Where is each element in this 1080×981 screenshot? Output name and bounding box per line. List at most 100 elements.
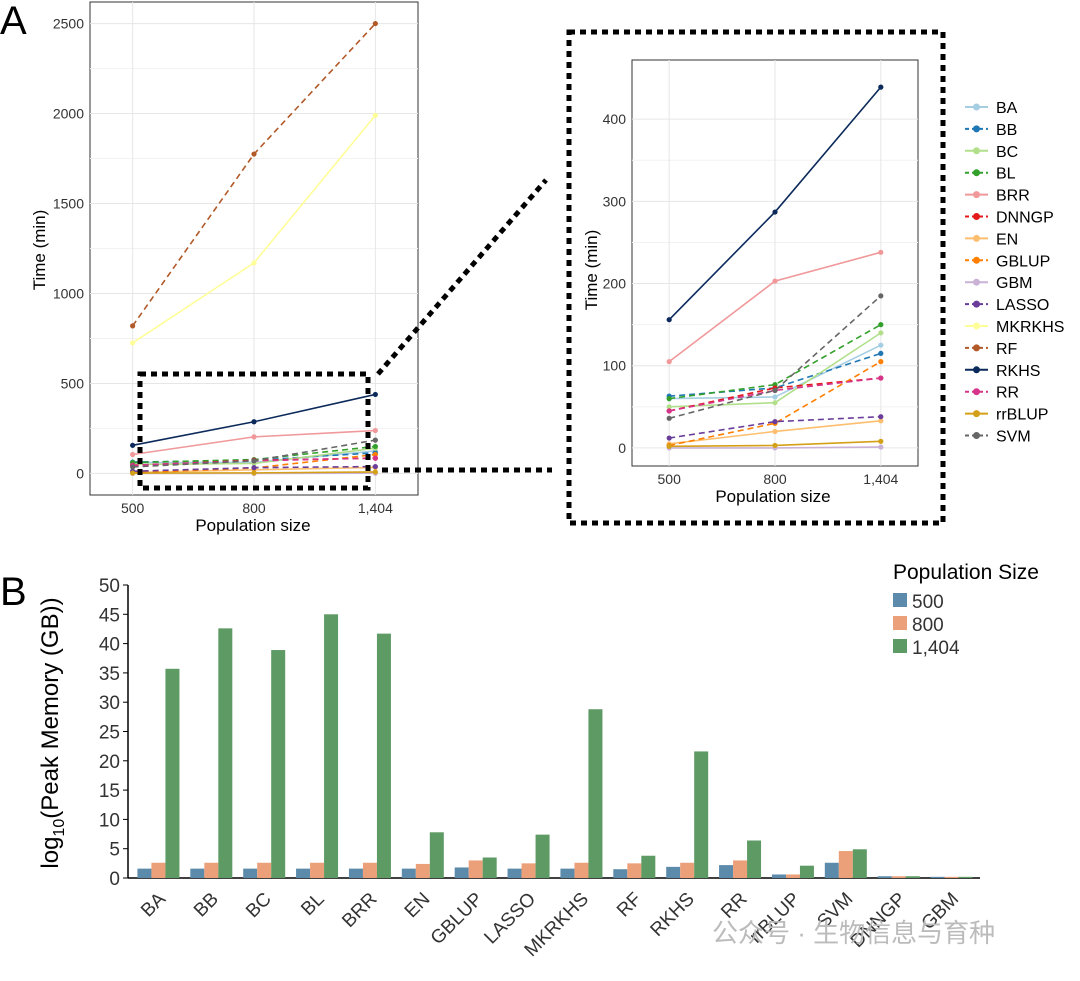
b-bar-dnngp-800 bbox=[892, 876, 906, 878]
legend-a-label-bb: BB bbox=[996, 122, 1017, 139]
legend-b-key-800 bbox=[893, 616, 907, 630]
legend-a-dot-gbm bbox=[973, 279, 980, 286]
a1-point-rkhs bbox=[251, 419, 256, 424]
legend-a-dot-bb bbox=[973, 125, 980, 132]
a2-point-rrblup bbox=[772, 443, 777, 448]
legend-a-label-dnngp: DNNGP bbox=[996, 210, 1054, 227]
a2-point-bl bbox=[667, 396, 672, 401]
b-ytick: 25 bbox=[99, 723, 120, 744]
b-bar-rkhs-1404 bbox=[694, 751, 708, 878]
a2-ytick: 300 bbox=[603, 193, 627, 209]
a1-point-lasso bbox=[373, 464, 378, 469]
b-bar-rf-1404 bbox=[641, 856, 655, 878]
a1-point-svm bbox=[251, 458, 256, 463]
a2-ytick: 400 bbox=[603, 111, 627, 127]
legend-b-label-500: 500 bbox=[912, 592, 944, 613]
b-xtick: EN bbox=[401, 889, 435, 923]
b-bar-lasso-500 bbox=[508, 869, 522, 878]
a1-ytick: 0 bbox=[76, 465, 84, 481]
b-ytick: 5 bbox=[109, 840, 120, 861]
b-bar-gbm-500 bbox=[931, 877, 945, 878]
b-ytick: 30 bbox=[99, 693, 120, 714]
b-bar-dnngp-500 bbox=[878, 876, 892, 878]
b-bar-mkrkhs-500 bbox=[560, 869, 574, 878]
a1-xtick: 1,404 bbox=[358, 500, 393, 516]
b-bar-bc-800 bbox=[257, 863, 271, 878]
b-bar-bc-1404 bbox=[271, 650, 285, 878]
a1-point-mkrkhs bbox=[373, 113, 378, 118]
b-ylabel-main: log bbox=[37, 837, 64, 869]
legend-a-label-ba: BA bbox=[996, 100, 1018, 117]
legend-a-label-en: EN bbox=[996, 231, 1018, 248]
b-bar-lasso-1404 bbox=[536, 835, 550, 878]
legend-a-dot-rrblup bbox=[973, 410, 980, 417]
a2-point-rrblup bbox=[878, 439, 883, 444]
b-ytick: 20 bbox=[99, 752, 120, 773]
panel-letter-a: A bbox=[0, 0, 27, 43]
legend-a-label-bc: BC bbox=[996, 144, 1018, 161]
b-bar-rrblup-500 bbox=[772, 874, 786, 878]
legend-a-label-rr: RR bbox=[996, 385, 1019, 402]
legend-b-title: Population Size bbox=[893, 561, 1039, 584]
a2-ylabel: Time (min) bbox=[582, 230, 601, 311]
b-bar-ba-1404 bbox=[165, 669, 179, 878]
legend-a-label-rf: RF bbox=[996, 341, 1018, 358]
legend-a-label-lasso: LASSO bbox=[996, 297, 1049, 314]
b-bar-rf-500 bbox=[613, 869, 627, 878]
legend-a-label-gbm: GBM bbox=[996, 275, 1032, 292]
b-bar-bb-1404 bbox=[218, 628, 232, 878]
a1-point-rrblup bbox=[373, 469, 378, 474]
a1-point-rkhs bbox=[373, 392, 378, 397]
a2-point-rkhs bbox=[772, 209, 777, 214]
a1-point-rf bbox=[373, 21, 378, 26]
a2-point-ba bbox=[878, 343, 883, 348]
a2-ytick: 200 bbox=[603, 276, 627, 292]
b-bar-rr-800 bbox=[733, 860, 747, 878]
b-bar-rkhs-800 bbox=[680, 863, 694, 878]
b-bar-gblup-500 bbox=[455, 867, 469, 878]
b-ytick: 40 bbox=[99, 635, 120, 656]
a1-ylabel: Time (min) bbox=[30, 210, 49, 291]
legend-a-label-brr: BRR bbox=[996, 188, 1030, 205]
b-xtick: BC bbox=[242, 889, 276, 923]
b-bar-brr-1404 bbox=[377, 634, 391, 878]
b-bar-gblup-1404 bbox=[483, 857, 497, 878]
legend-a-label-bl: BL bbox=[996, 166, 1016, 183]
a2-xtick: 500 bbox=[658, 471, 682, 487]
b-ytick: 35 bbox=[99, 664, 120, 685]
legend-a-dot-en bbox=[973, 235, 980, 242]
a2-xtick: 800 bbox=[763, 471, 787, 487]
b-bar-bb-500 bbox=[190, 869, 204, 878]
a2-point-rkhs bbox=[667, 317, 672, 322]
b-xtick: BA bbox=[137, 888, 170, 921]
b-bar-en-1404 bbox=[430, 832, 444, 878]
legend-a-dot-rr bbox=[973, 388, 980, 395]
a2-point-bb bbox=[878, 351, 883, 356]
b-bar-brr-800 bbox=[363, 863, 377, 878]
a2-xtick: 1,404 bbox=[863, 471, 898, 487]
a2-point-brr bbox=[878, 250, 883, 255]
b-ytick: 0 bbox=[109, 869, 120, 890]
a2-point-rkhs bbox=[878, 85, 883, 90]
legend-a-dot-gblup bbox=[973, 257, 980, 264]
watermark: 公众号 · 生物信息与育种 bbox=[712, 918, 995, 948]
b-ytick: 10 bbox=[99, 810, 120, 831]
panel-letter-b: B bbox=[0, 570, 27, 614]
b-bar-ba-500 bbox=[137, 869, 151, 878]
legend-a-dot-rf bbox=[973, 344, 980, 351]
b-xtick: BB bbox=[190, 889, 223, 922]
a2-point-lasso bbox=[667, 435, 672, 440]
a2-point-gbm bbox=[878, 444, 883, 449]
legend-a-dot-mkrkhs bbox=[973, 323, 980, 330]
a1-ytick: 500 bbox=[61, 375, 85, 391]
b-bar-rkhs-500 bbox=[666, 867, 680, 878]
b-bar-brr-500 bbox=[349, 869, 363, 878]
a2-point-bc bbox=[772, 400, 777, 405]
a1-point-rkhs bbox=[130, 443, 135, 448]
legend-a-label-gblup: GBLUP bbox=[996, 253, 1050, 270]
legend-a-label-rkhs: RKHS bbox=[996, 363, 1040, 380]
legend-a-dot-svm bbox=[973, 432, 980, 439]
